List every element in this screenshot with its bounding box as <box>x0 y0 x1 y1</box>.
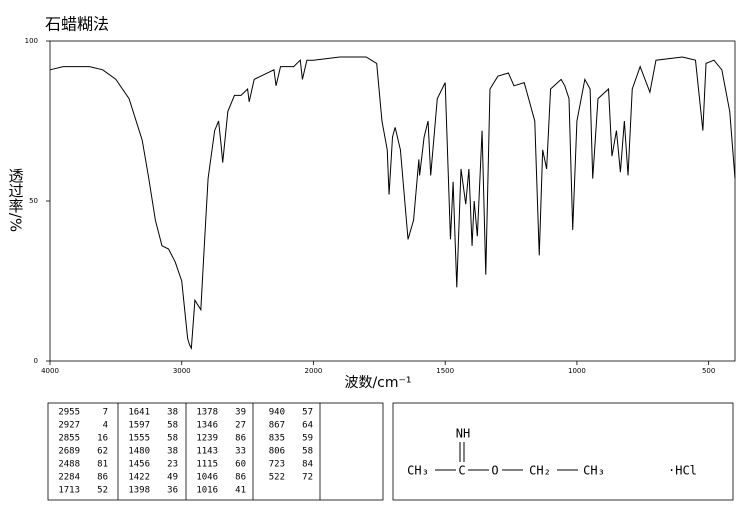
peak-transmittance: 86 <box>235 473 246 483</box>
peak-wavenumber: 1422 <box>128 473 150 483</box>
structure-box <box>392 402 734 501</box>
atom-label: CH₃ <box>407 464 429 478</box>
atom-label: O <box>491 464 498 478</box>
peak-wavenumber: 1016 <box>196 486 218 496</box>
peak-transmittance: 59 <box>302 434 313 444</box>
peak-transmittance: 33 <box>235 447 246 457</box>
y-tick-label: 0 <box>34 357 38 365</box>
x-tick-label: 1500 <box>436 367 454 375</box>
x-tick-label: 4000 <box>41 367 59 375</box>
peak-transmittance: 84 <box>302 460 313 470</box>
peak-wavenumber: 1398 <box>128 486 150 496</box>
peak-wavenumber: 1046 <box>196 473 218 483</box>
peak-transmittance: 72 <box>302 473 313 483</box>
peak-transmittance: 39 <box>235 408 246 418</box>
peak-wavenumber: 2855 <box>58 434 80 444</box>
peak-wavenumber: 1346 <box>196 421 218 431</box>
y-axis-label: 透过率/% <box>7 168 25 232</box>
peak-wavenumber: 1143 <box>196 447 218 457</box>
peak-transmittance: 60 <box>235 460 246 470</box>
peak-wavenumber: 1456 <box>128 460 150 470</box>
peak-transmittance: 52 <box>97 486 108 496</box>
x-tick-label: 1000 <box>568 367 586 375</box>
peak-wavenumber: 806 <box>269 447 285 457</box>
peak-transmittance: 58 <box>302 447 313 457</box>
atom-label: CH₃ <box>583 464 605 478</box>
chart-title: 石蜡糊法 <box>45 15 109 34</box>
y-tick-label: 100 <box>25 37 38 45</box>
peak-transmittance: 86 <box>97 473 108 483</box>
peak-wavenumber: 1641 <box>128 408 150 418</box>
atom-label: CH₂ <box>529 464 551 478</box>
peak-transmittance: 4 <box>103 421 108 431</box>
peak-transmittance: 49 <box>167 473 178 483</box>
peak-wavenumber: 1480 <box>128 447 150 457</box>
peak-table-box <box>47 402 384 501</box>
x-tick-label: 500 <box>702 367 715 375</box>
peak-wavenumber: 1555 <box>128 434 150 444</box>
peak-transmittance: 86 <box>235 434 246 444</box>
peak-wavenumber: 2927 <box>58 421 80 431</box>
peak-wavenumber: 1115 <box>196 460 218 470</box>
x-tick-label: 2000 <box>305 367 323 375</box>
atom-label: C <box>458 464 465 478</box>
peak-transmittance: 58 <box>167 434 178 444</box>
peak-transmittance: 62 <box>97 447 108 457</box>
peak-wavenumber: 2955 <box>58 408 80 418</box>
peak-wavenumber: 1239 <box>196 434 218 444</box>
peak-wavenumber: 723 <box>269 460 285 470</box>
peak-transmittance: 81 <box>97 460 108 470</box>
peak-wavenumber: 940 <box>269 408 285 418</box>
peak-wavenumber: 1713 <box>58 486 80 496</box>
peak-wavenumber: 1378 <box>196 408 218 418</box>
peak-transmittance: 41 <box>235 486 246 496</box>
peak-wavenumber: 835 <box>269 434 285 444</box>
atom-label: NH <box>456 427 470 441</box>
x-tick-label: 3000 <box>173 367 191 375</box>
peak-wavenumber: 1597 <box>128 421 150 431</box>
peak-transmittance: 27 <box>235 421 246 431</box>
structure: NH CH₃ C O CH₂ CH₃ ·HCl <box>407 427 697 478</box>
salt-label: ·HCl <box>668 464 697 478</box>
peak-transmittance: 64 <box>302 421 313 431</box>
peak-transmittance: 36 <box>167 486 178 496</box>
peak-transmittance: 7 <box>103 408 108 418</box>
peak-transmittance: 58 <box>167 421 178 431</box>
peak-transmittance: 38 <box>167 408 178 418</box>
peak-transmittance: 57 <box>302 408 313 418</box>
peak-transmittance: 16 <box>97 434 108 444</box>
peak-wavenumber: 2689 <box>58 447 80 457</box>
peak-wavenumber: 522 <box>269 473 285 483</box>
peak-transmittance: 38 <box>167 447 178 457</box>
peak-wavenumber: 2488 <box>58 460 80 470</box>
peak-transmittance: 23 <box>167 460 178 470</box>
peak-wavenumber: 867 <box>269 421 285 431</box>
peak-wavenumber: 2284 <box>58 473 80 483</box>
x-axis-label: 波数/cm⁻¹ <box>344 375 411 391</box>
spectrum-line <box>49 56 736 350</box>
y-tick-label: 50 <box>29 197 38 205</box>
